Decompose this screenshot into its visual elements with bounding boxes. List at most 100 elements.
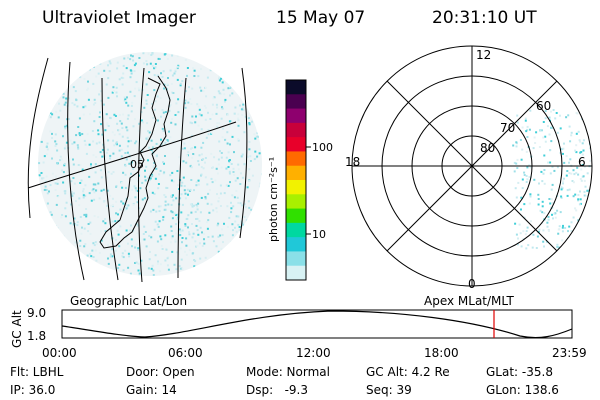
uv-pixel [163, 53, 166, 56]
colorbar-cell [286, 108, 306, 124]
uv-pixel [49, 245, 52, 248]
uv-pixel [154, 220, 157, 223]
uv-pixel [523, 174, 526, 176]
uv-pixel [567, 230, 569, 233]
uv-pixel [194, 260, 197, 263]
uv-pixel [254, 250, 257, 253]
uv-pixel [169, 136, 172, 139]
uv-pixel [530, 220, 532, 223]
uv-pixel [171, 91, 173, 94]
uv-pixel [47, 240, 50, 243]
uv-pixel [181, 203, 184, 206]
uv-pixel [163, 194, 166, 196]
uv-pixel [124, 164, 127, 167]
uv-pixel [232, 229, 234, 232]
uv-pixel [125, 229, 128, 232]
uv-pixel [215, 210, 218, 213]
uv-pixel [135, 261, 138, 264]
uv-pixel [258, 185, 261, 188]
uv-pixel [258, 72, 261, 75]
uv-pixel [82, 58, 85, 61]
uv-pixel [91, 130, 94, 132]
uv-pixel [116, 95, 118, 98]
uv-pixel [235, 58, 238, 60]
uv-pixel [186, 67, 189, 69]
uv-pixel [539, 129, 542, 132]
uv-pixel [219, 54, 222, 57]
uv-pixel [192, 153, 195, 155]
uv-pixel [102, 188, 105, 191]
uv-pixel [253, 74, 256, 77]
uv-pixel [116, 229, 119, 232]
uv-pixel [177, 184, 180, 187]
uv-pixel [95, 243, 98, 246]
uv-pixel [225, 184, 228, 187]
uv-pixel [152, 208, 155, 211]
uv-pixel [186, 188, 189, 191]
uv-pixel [222, 127, 225, 130]
uv-pixel [160, 238, 163, 241]
uv-pixel [516, 243, 519, 246]
uv-pixel [246, 116, 249, 119]
uv-pixel [541, 180, 544, 183]
uv-pixel [197, 233, 200, 236]
uv-pixel [147, 159, 149, 162]
uv-pixel [157, 57, 160, 60]
uv-pixel [92, 82, 95, 85]
uv-pixel [145, 102, 148, 105]
uv-pixel [187, 193, 189, 196]
geographic-map: 05 [27, 52, 262, 283]
uv-pixel [118, 114, 121, 116]
uv-pixel [226, 142, 229, 145]
uv-pixel [62, 71, 65, 73]
uv-pixel [113, 144, 116, 147]
uv-pixel [242, 224, 245, 227]
uv-pixel [540, 170, 543, 173]
uv-pixel [107, 64, 109, 67]
uv-pixel [223, 56, 226, 59]
uv-pixel [526, 136, 529, 138]
uv-pixel [533, 136, 536, 139]
uv-pixel [153, 228, 156, 231]
uv-pixel [111, 131, 114, 134]
uv-pixel [517, 181, 520, 184]
uv-pixel [218, 140, 221, 143]
info-dsp: Dsp: -9.3 [246, 383, 309, 397]
uv-pixel [570, 230, 573, 232]
uv-pixel [93, 263, 96, 266]
uv-pixel [195, 245, 197, 248]
lon-line [137, 67, 145, 283]
uv-pixel [228, 172, 231, 175]
uv-pixel [64, 125, 67, 128]
uv-pixel [56, 259, 59, 262]
uv-pixel [92, 242, 95, 245]
uv-pixel [92, 103, 95, 106]
uv-pixel [95, 259, 98, 262]
uv-pixel [256, 115, 259, 118]
uv-pixel [87, 263, 89, 266]
uv-pixel [205, 221, 208, 224]
uv-pixel [54, 133, 57, 136]
uv-pixel [157, 183, 160, 185]
uv-pixel [179, 230, 182, 233]
uv-pixel [520, 245, 523, 248]
uv-pixel [49, 112, 52, 115]
uv-pixel [83, 77, 86, 80]
uv-pixel [137, 262, 140, 265]
uv-pixel [103, 56, 106, 58]
uv-pixel [182, 160, 185, 163]
uv-pixel [42, 102, 45, 105]
uv-pixel [79, 216, 82, 218]
uv-pixel [173, 196, 176, 198]
uv-pixel [249, 160, 252, 162]
uv-pixel [232, 259, 235, 261]
uv-pixel [224, 67, 227, 70]
uv-pixel [89, 113, 91, 116]
uv-pixel [194, 240, 197, 243]
uv-pixel [215, 167, 218, 170]
uv-pixel [74, 200, 77, 203]
uv-pixel [179, 82, 182, 85]
uv-pixel [212, 209, 215, 212]
uv-pixel [56, 162, 58, 165]
uv-pixel [82, 190, 85, 193]
